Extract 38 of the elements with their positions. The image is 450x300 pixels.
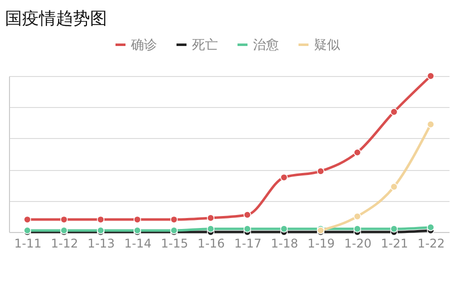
point [170,216,178,224]
x-tick-label: 1-20 [344,236,372,250]
x-tick-label: 1-16 [198,236,225,250]
point [134,216,142,224]
x-tick-label: 1-11 [14,236,42,250]
x-tick-label: 1-17 [234,236,262,250]
point [206,225,214,233]
point [244,225,252,233]
point [354,148,362,156]
x-tick-label: 1-19 [308,236,335,250]
point [60,216,68,224]
point [390,183,398,191]
point [390,108,398,116]
point [280,174,288,182]
point [354,212,362,220]
point [24,216,32,224]
x-tick-label: 1-21 [380,236,408,250]
point [426,72,434,80]
x-tick-label: 1-22 [418,236,445,250]
legend-label: 疑似 [314,38,340,53]
legend-label: 死亡 [192,36,218,53]
x-tick-label: 1-15 [160,236,188,250]
x-tick-label: 1-14 [124,236,152,250]
point [206,214,214,222]
point [390,225,398,233]
x-tick-label: 1-18 [270,236,298,250]
point [316,167,324,175]
chart-title: 国疫情趋势图 [5,9,107,29]
point [426,120,434,128]
point [426,224,434,232]
point [280,225,288,233]
legend-label: 治愈 [253,38,279,53]
x-tick-label: 1-13 [88,236,115,250]
x-tick-label: 1-12 [50,236,78,250]
point [244,211,252,219]
point [96,216,104,224]
point [354,225,362,233]
legend-label: 确诊 [130,38,157,53]
